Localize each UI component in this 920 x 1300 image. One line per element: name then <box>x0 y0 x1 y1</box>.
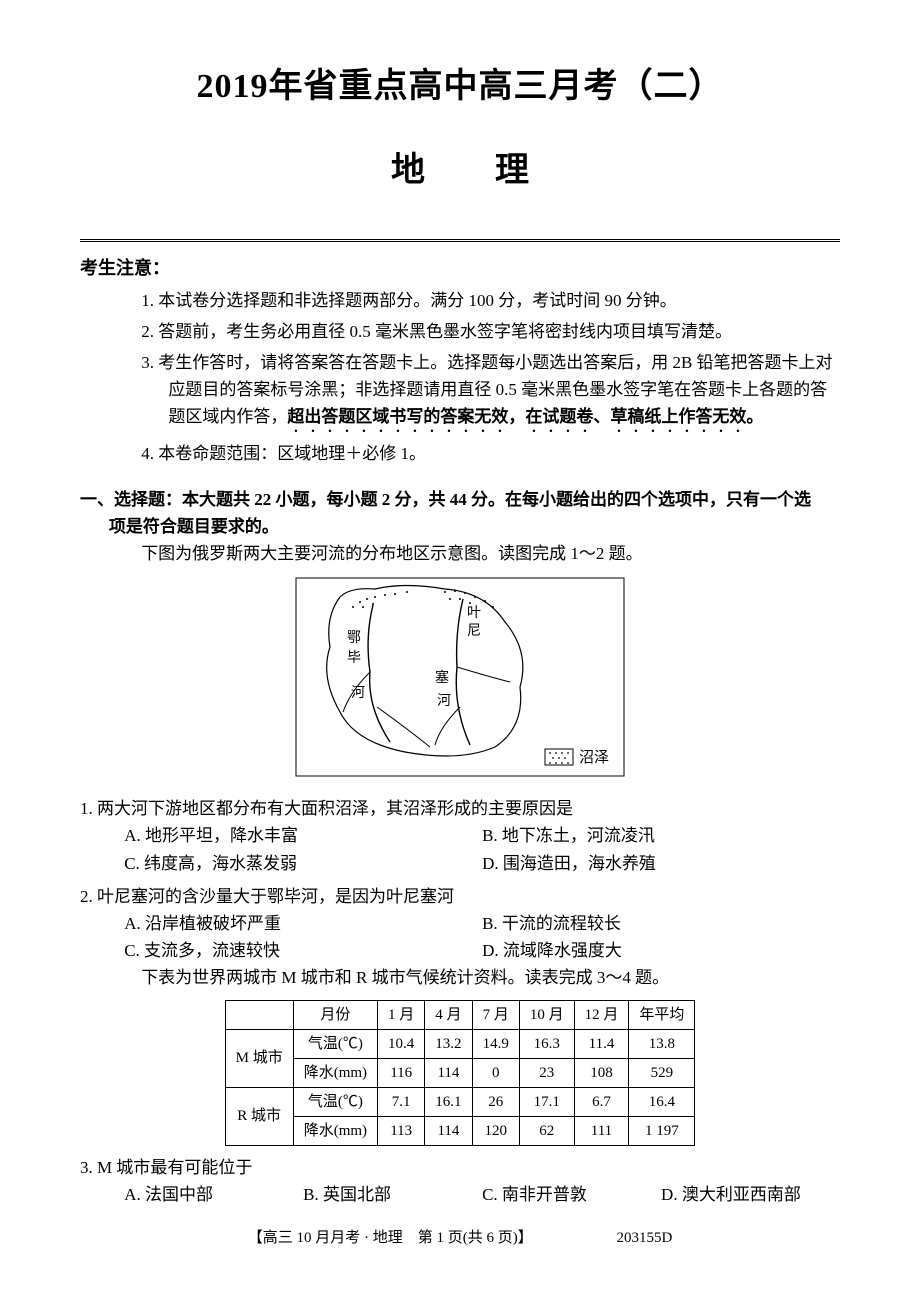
q2-options: A. 沿岸植被破坏严重 B. 干流的流程较长 C. 支流多，流速较快 D. 流域… <box>80 910 840 964</box>
subject-char-2: 理 <box>495 152 529 189</box>
q2-opt-d: D. 流域降水强度大 <box>482 937 840 964</box>
cell: 11.4 <box>574 1029 629 1058</box>
row-label-m: M 城市 <box>225 1029 293 1087</box>
cell: 114 <box>425 1058 472 1087</box>
table-row: M 城市 气温(℃) 10.4 13.2 14.9 16.3 11.4 13.8 <box>225 1029 695 1058</box>
cell: 26 <box>472 1087 519 1116</box>
cell: 16.3 <box>519 1029 574 1058</box>
cell: 10.4 <box>378 1029 425 1058</box>
table-row: R 城市 气温(℃) 7.1 16.1 26 17.1 6.7 16.4 <box>225 1087 695 1116</box>
map-label-ob-2: 毕 <box>347 650 361 666</box>
q2-opt-c: C. 支流多，流速较快 <box>124 937 482 964</box>
q1-opt-b: B. 地下冻土，河流凌汛 <box>482 822 840 849</box>
cell: 16.4 <box>629 1087 695 1116</box>
map-legend-label: 沼泽 <box>579 749 609 766</box>
notice-item-3: 3. 考生作答时，请将答案答在答题卡上。选择题每小题选出答案后，用 2B 铅笔把… <box>80 349 840 436</box>
cell: 6.7 <box>574 1087 629 1116</box>
exam-page: 2019年省重点高中高三月考（二） 地理 考生注意： 1. 本试卷分选择题和非选… <box>0 0 920 1290</box>
river-map: 鄂 毕 河 叶 尼 塞 河 沼泽 <box>80 577 840 785</box>
col-avg: 年平均 <box>629 1000 695 1029</box>
cell: 113 <box>378 1116 425 1145</box>
cell: 7.1 <box>378 1087 425 1116</box>
col-1: 1 月 <box>378 1000 425 1029</box>
q1-opt-d: D. 围海造田，海水养殖 <box>482 850 840 877</box>
col-4: 4 月 <box>425 1000 472 1029</box>
table-row: 降水(mm) 116 114 0 23 108 529 <box>225 1058 695 1087</box>
q1-stem: 1. 两大河下游地区都分布有大面积沼泽，其沼泽形成的主要原因是 <box>80 795 840 822</box>
notice-item-3-emph: 超出答题区域书写的答案无效，在试题卷、草稿纸上作答无效。 <box>287 407 763 426</box>
table-intro: 下表为世界两城市 M 城市和 R 城市气候统计资料。读表完成 3～4 题。 <box>80 964 840 991</box>
map-label-yen-1: 叶 <box>467 605 481 621</box>
map-label-ob-3: 河 <box>351 685 365 701</box>
subject-char-1: 地 <box>391 152 425 189</box>
q2-opt-a: A. 沿岸植被破坏严重 <box>124 910 482 937</box>
notice-item-2: 2. 答题前，考生务必用直径 0.5 毫米黑色墨水签字笔将密封线内项目填写清楚。 <box>80 318 840 345</box>
map-label-yen-3: 塞 <box>435 669 449 686</box>
col-10: 10 月 <box>519 1000 574 1029</box>
cell: 529 <box>629 1058 695 1087</box>
q2-opt-b: B. 干流的流程较长 <box>482 910 840 937</box>
cell: 23 <box>519 1058 574 1087</box>
q1-opt-c: C. 纬度高，海水蒸发弱 <box>124 850 482 877</box>
cell: 116 <box>378 1058 425 1087</box>
section-1-head-b: 项是符合题目要求的。 <box>80 513 840 540</box>
notice-heading: 考生注意： <box>80 254 840 283</box>
row-label-rain: 降水(mm) <box>293 1058 377 1087</box>
q2-stem: 2. 叶尼塞河的含沙量大于鄂毕河，是因为叶尼塞河 <box>80 883 840 910</box>
q1-opt-a: A. 地形平坦，降水丰富 <box>124 822 482 849</box>
map-label-ob-1: 鄂 <box>347 630 361 646</box>
cell: 114 <box>425 1116 472 1145</box>
col-12: 12 月 <box>574 1000 629 1029</box>
notice-item-1: 1. 本试卷分选择题和非选择题两部分。满分 100 分，考试时间 90 分钟。 <box>80 287 840 314</box>
cell: 108 <box>574 1058 629 1087</box>
footer-code: 203155D <box>616 1226 672 1250</box>
map-svg: 鄂 毕 河 叶 尼 塞 河 沼泽 <box>295 577 625 777</box>
q3-opt-b: B. 英国北部 <box>303 1181 482 1208</box>
table-row: 降水(mm) 113 114 120 62 111 1 197 <box>225 1116 695 1145</box>
q1-options: A. 地形平坦，降水丰富 B. 地下冻土，河流凌汛 C. 纬度高，海水蒸发弱 D… <box>80 822 840 876</box>
row-label-r: R 城市 <box>225 1087 293 1145</box>
q3-stem: 3. M 城市最有可能位于 <box>80 1154 840 1181</box>
q3-options: A. 法国中部 B. 英国北部 C. 南非开普敦 D. 澳大利亚西南部 <box>80 1181 840 1208</box>
col-7: 7 月 <box>472 1000 519 1029</box>
cell: 13.8 <box>629 1029 695 1058</box>
table-row: 月份 1 月 4 月 7 月 10 月 12 月 年平均 <box>225 1000 695 1029</box>
map-label-yen-4: 河 <box>437 693 451 709</box>
main-title: 2019年省重点高中高三月考（二） <box>80 60 840 114</box>
cell: 17.1 <box>519 1087 574 1116</box>
intro-text-1: 下图为俄罗斯两大主要河流的分布地区示意图。读图完成 1～2 题。 <box>80 540 840 567</box>
subject-title: 地理 <box>80 144 840 198</box>
q3-opt-c: C. 南非开普敦 <box>482 1181 661 1208</box>
cell: 13.2 <box>425 1029 472 1058</box>
row-label-temp: 气温(℃) <box>293 1087 377 1116</box>
col-month: 月份 <box>293 1000 377 1029</box>
notice-item-4: 4. 本卷命题范围：区域地理＋必修 1。 <box>80 440 840 467</box>
q3-opt-d: D. 澳大利亚西南部 <box>661 1181 840 1208</box>
cell: 120 <box>472 1116 519 1145</box>
cell: 62 <box>519 1116 574 1145</box>
cell: 111 <box>574 1116 629 1145</box>
footer-text: 【高三 10 月月考 · 地理 第 1 页(共 6 页)】 <box>248 1230 533 1246</box>
map-label-yen-2: 尼 <box>467 624 481 639</box>
page-footer: 【高三 10 月月考 · 地理 第 1 页(共 6 页)】 203155D <box>80 1226 840 1250</box>
climate-table: 月份 1 月 4 月 7 月 10 月 12 月 年平均 M 城市 气温(℃) … <box>225 1000 696 1146</box>
cell: 14.9 <box>472 1029 519 1058</box>
q3-opt-a: A. 法国中部 <box>124 1181 303 1208</box>
row-label-rain: 降水(mm) <box>293 1116 377 1145</box>
section-1-head-a: 一、选择题：本大题共 22 小题，每小题 2 分，共 44 分。在每小题给出的四… <box>80 486 840 513</box>
cell: 1 197 <box>629 1116 695 1145</box>
cell: 0 <box>472 1058 519 1087</box>
cell: 16.1 <box>425 1087 472 1116</box>
divider <box>80 239 840 242</box>
row-label-temp: 气温(℃) <box>293 1029 377 1058</box>
